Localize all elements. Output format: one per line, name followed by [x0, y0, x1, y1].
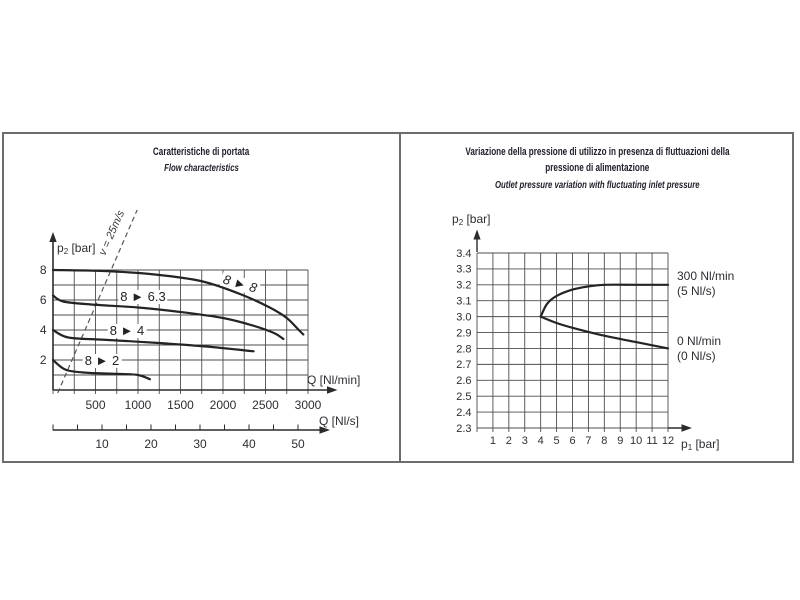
y-tick-label: 3.1 [456, 296, 471, 308]
x-axis-arrow [681, 424, 692, 432]
bar-unit: [bar] [692, 437, 720, 451]
x-tick-label: 9 [617, 435, 623, 447]
legend-300-nlmin: 300 Nl/min [677, 269, 735, 283]
y-axis-arrow [49, 232, 57, 242]
right-x-axis-unit-label: p1 [bar] [681, 437, 720, 452]
x-tick-label: 10 [630, 435, 642, 447]
p-subscript: 2 [63, 247, 69, 256]
x-tick-label: 1500 [167, 398, 194, 412]
left-chart-title: Caratteristiche di portata [152, 146, 250, 158]
y-tick-label: 2.5 [456, 391, 471, 403]
y-tick-label: 3.3 [456, 264, 471, 276]
panel-divider [399, 132, 401, 463]
right-panel-title-row-2: pressione di alimentazione [400, 158, 794, 176]
x2-tick-label: 50 [291, 437, 305, 451]
bar-unit: [bar] [68, 241, 96, 255]
right-panel-subtitle-row: Outlet pressure variation with fluctuati… [400, 175, 794, 193]
flow-curve-2 [51, 328, 255, 353]
legend-5-nls: (5 Nl/s) [677, 284, 716, 298]
y-tick-label: 2.7 [456, 359, 471, 371]
x-tick-label: 3000 [295, 398, 322, 412]
p-symbol: p [681, 437, 688, 451]
flow-curve-1 [51, 294, 285, 341]
x-tick-label: 2500 [252, 398, 279, 412]
legend-0-nlmin: 0 Nl/min [677, 334, 722, 348]
right-chart-subtitle: Outlet pressure variation with fluctuati… [494, 179, 700, 191]
legend-0-nls: (0 Nl/s) [677, 349, 716, 363]
flow-curve-0 [51, 268, 305, 336]
left-chart-subtitle: Flow characteristics [163, 162, 239, 174]
x2-tick-label: 30 [193, 437, 207, 451]
y-tick-label: 8 [40, 263, 47, 277]
y-tick-label: 2.4 [456, 407, 471, 419]
x-axis-arrow [327, 386, 338, 394]
curve-label-8-2: 8 ► 2 [82, 353, 122, 368]
x-tick-label: 3 [522, 435, 528, 447]
left-x2-axis-unit-label: Q [Nl/s] [319, 414, 360, 428]
p-symbol: p [57, 241, 64, 255]
x-tick-label: 11 [646, 435, 657, 447]
left-x-axis-unit-label: Q [Nl/min] [307, 373, 361, 387]
curve-label-8-4: 8 ► 4 [107, 323, 147, 338]
x-tick-label: 8 [601, 435, 607, 447]
x2-tick-label: 10 [95, 437, 109, 451]
pressure-curve-0 [539, 283, 670, 318]
curve-label-8-6.3: 8 ► 6.3 [118, 289, 168, 304]
x-tick-label: 1000 [125, 398, 152, 412]
right-panel-title-row-1: Variazione della pressione di utilizzo i… [400, 142, 794, 160]
x-tick-label: 2 [506, 435, 512, 447]
pressure-curve-1 [539, 315, 670, 350]
velocity-limit-line [57, 209, 138, 394]
y-tick-label: 3.2 [456, 280, 471, 292]
y-tick-label: 2.3 [456, 423, 471, 435]
p-subscript: 2 [458, 218, 464, 227]
x2-tick-label: 40 [242, 437, 256, 451]
x-tick-label: 6 [569, 435, 575, 447]
x-tick-label: 1 [490, 435, 496, 447]
right-y-axis-unit-label: p2 [bar] [452, 212, 491, 227]
y-tick-label: 3.0 [456, 311, 471, 323]
x2-axis-arrow [319, 426, 330, 434]
x-tick-label: 2000 [210, 398, 237, 412]
y-tick-label: 2.9 [456, 327, 471, 339]
p-subscript: 1 [687, 443, 693, 452]
right-chart: 3.43.33.23.13.02.92.82.72.62.52.42.31 2 3 4… [456, 229, 692, 447]
right-chart-title-line1: Variazione della pressione di utilizzo i… [464, 146, 730, 158]
left-panel-subtitle-row: Flow characteristics [3, 158, 399, 176]
p-symbol: p [452, 212, 459, 226]
x-tick-label: 12 [662, 435, 674, 447]
y-axis-arrow [473, 229, 481, 240]
left-y-axis-unit-label: p2 [bar] [57, 241, 96, 256]
flow-curve-3 [51, 358, 151, 381]
y-tick-label: 3.4 [456, 248, 471, 260]
y-tick-label: 6 [40, 293, 47, 307]
y-tick-label: 2.6 [456, 375, 471, 387]
y-tick-label: 2.8 [456, 343, 471, 355]
left-panel-title-row: Caratteristiche di portata [3, 142, 399, 160]
right-chart-title-line2: pressione di alimentazione [544, 162, 650, 174]
bar-unit: [bar] [463, 212, 491, 226]
y-tick-label: 4 [40, 323, 47, 337]
y-tick-label: 2 [40, 353, 47, 367]
x-tick-label: 7 [585, 435, 591, 447]
x-tick-label: 5 [554, 435, 560, 447]
x2-tick-label: 20 [144, 437, 158, 451]
x-tick-label: 4 [538, 435, 544, 447]
x-tick-label: 500 [85, 398, 105, 412]
